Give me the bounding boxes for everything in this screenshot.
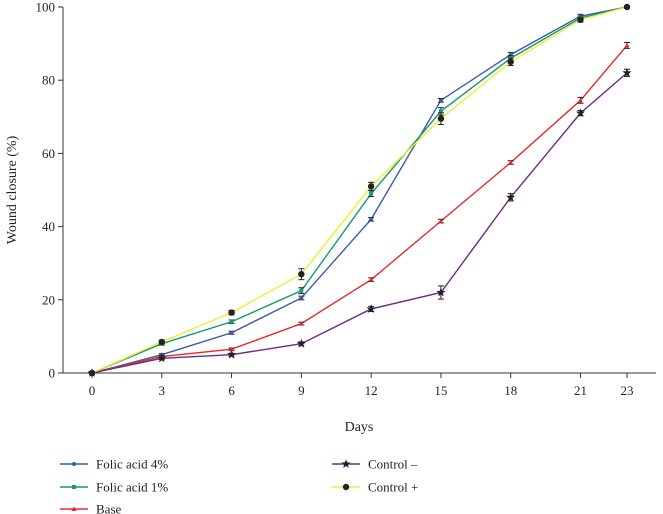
data-point-base: [508, 160, 514, 165]
series-line-folic-acid-1: [91, 6, 628, 374]
x-tick-label: 0: [89, 383, 96, 398]
series-line-folic-acid-4: [91, 6, 628, 374]
data-point-control-plus: [88, 369, 96, 377]
data-point-folic-acid-4: [438, 98, 443, 103]
data-point-control-minus: [157, 353, 167, 363]
legend-item-folic-acid-1: Folic acid 1%: [60, 480, 168, 495]
x-tick-label: 23: [621, 383, 634, 398]
x-tick-label: 21: [574, 383, 587, 398]
legend-item-folic-acid-4: Folic acid 4%: [60, 457, 168, 472]
legend-marker-base: [71, 506, 77, 511]
data-point-folic-acid-4: [369, 217, 374, 222]
data-point-base: [229, 346, 235, 352]
series-folic-acid-4: [89, 5, 630, 375]
data-point-folic-acid-1: [438, 109, 443, 114]
data-point-control-minus: [227, 349, 237, 359]
data-point-control-minus: [622, 68, 632, 77]
legend-label-folic-acid-4: Folic acid 4%: [96, 457, 168, 472]
x-axis-title: Days: [345, 420, 374, 435]
legend-label-control-minus: Control –: [368, 457, 418, 472]
y-ticks: 0 20 40 60 80 100: [36, 0, 63, 381]
y-tick-label: 40: [42, 219, 55, 234]
series-control-plus: [88, 3, 631, 377]
legend-marker-folic-acid-1: [72, 485, 76, 489]
data-point-base: [368, 277, 374, 282]
data-point-control-minus: [436, 287, 446, 297]
x-tick-label: 6: [228, 383, 235, 398]
series-layer: [87, 3, 632, 377]
data-point-base: [577, 97, 583, 103]
data-point-folic-acid-1: [299, 288, 304, 293]
x-ticks: 0 3 6 9 12 15 18 21 23: [89, 373, 634, 398]
data-point-folic-acid-1: [229, 319, 234, 324]
x-tick-label: 9: [298, 383, 305, 398]
y-tick-label: 0: [49, 366, 56, 381]
x-tick-label: 15: [434, 383, 447, 398]
data-point-control-minus: [506, 192, 516, 202]
y-tick-label: 100: [36, 0, 56, 15]
series-folic-acid-1: [89, 5, 630, 375]
legend-item-control-plus: Control +: [332, 480, 418, 495]
data-point-control-plus: [228, 309, 235, 316]
data-point-control-minus: [366, 304, 376, 313]
legend-marker-folic-acid-4: [72, 462, 76, 466]
legend: Folic acid 4% Folic acid 1% Base Control – C…: [60, 457, 418, 514]
data-point-folic-acid-4: [229, 330, 234, 335]
data-point-base: [624, 42, 630, 48]
legend-marker-control-minus: [341, 459, 351, 468]
data-point-control-minus: [296, 338, 306, 348]
data-point-control-plus: [623, 3, 631, 11]
data-point-control-plus: [367, 183, 375, 190]
data-point-control-plus: [507, 58, 514, 66]
x-tick-label: 3: [159, 383, 166, 398]
y-tick-label: 60: [42, 146, 55, 161]
y-tick-label: 80: [42, 73, 55, 88]
data-point-control-plus: [298, 270, 305, 278]
y-tick-label: 20: [42, 292, 55, 307]
x-tick-label: 18: [504, 383, 517, 398]
legend-label-folic-acid-1: Folic acid 1%: [96, 480, 168, 495]
data-point-folic-acid-4: [299, 295, 304, 300]
legend-item-base: Base: [60, 502, 122, 514]
series-line-control-minus: [91, 72, 628, 374]
series-line-control-plus: [91, 6, 628, 374]
legend-label-control-plus: Control +: [368, 480, 418, 495]
series-control-minus: [87, 68, 632, 377]
x-tick-label: 12: [365, 383, 378, 398]
data-point-folic-acid-1: [369, 191, 374, 196]
data-point-base: [298, 321, 304, 326]
y-axis-title: Wound closure (%): [5, 135, 20, 244]
axes: [62, 7, 656, 374]
data-point-control-plus: [437, 115, 445, 122]
data-point-control-plus: [158, 338, 165, 346]
data-point-base: [438, 218, 444, 224]
legend-item-control-minus: Control –: [332, 457, 418, 472]
legend-marker-control-plus: [342, 483, 350, 491]
data-point-control-plus: [577, 16, 584, 24]
legend-label-base: Base: [96, 502, 122, 514]
data-point-control-minus: [575, 108, 586, 118]
